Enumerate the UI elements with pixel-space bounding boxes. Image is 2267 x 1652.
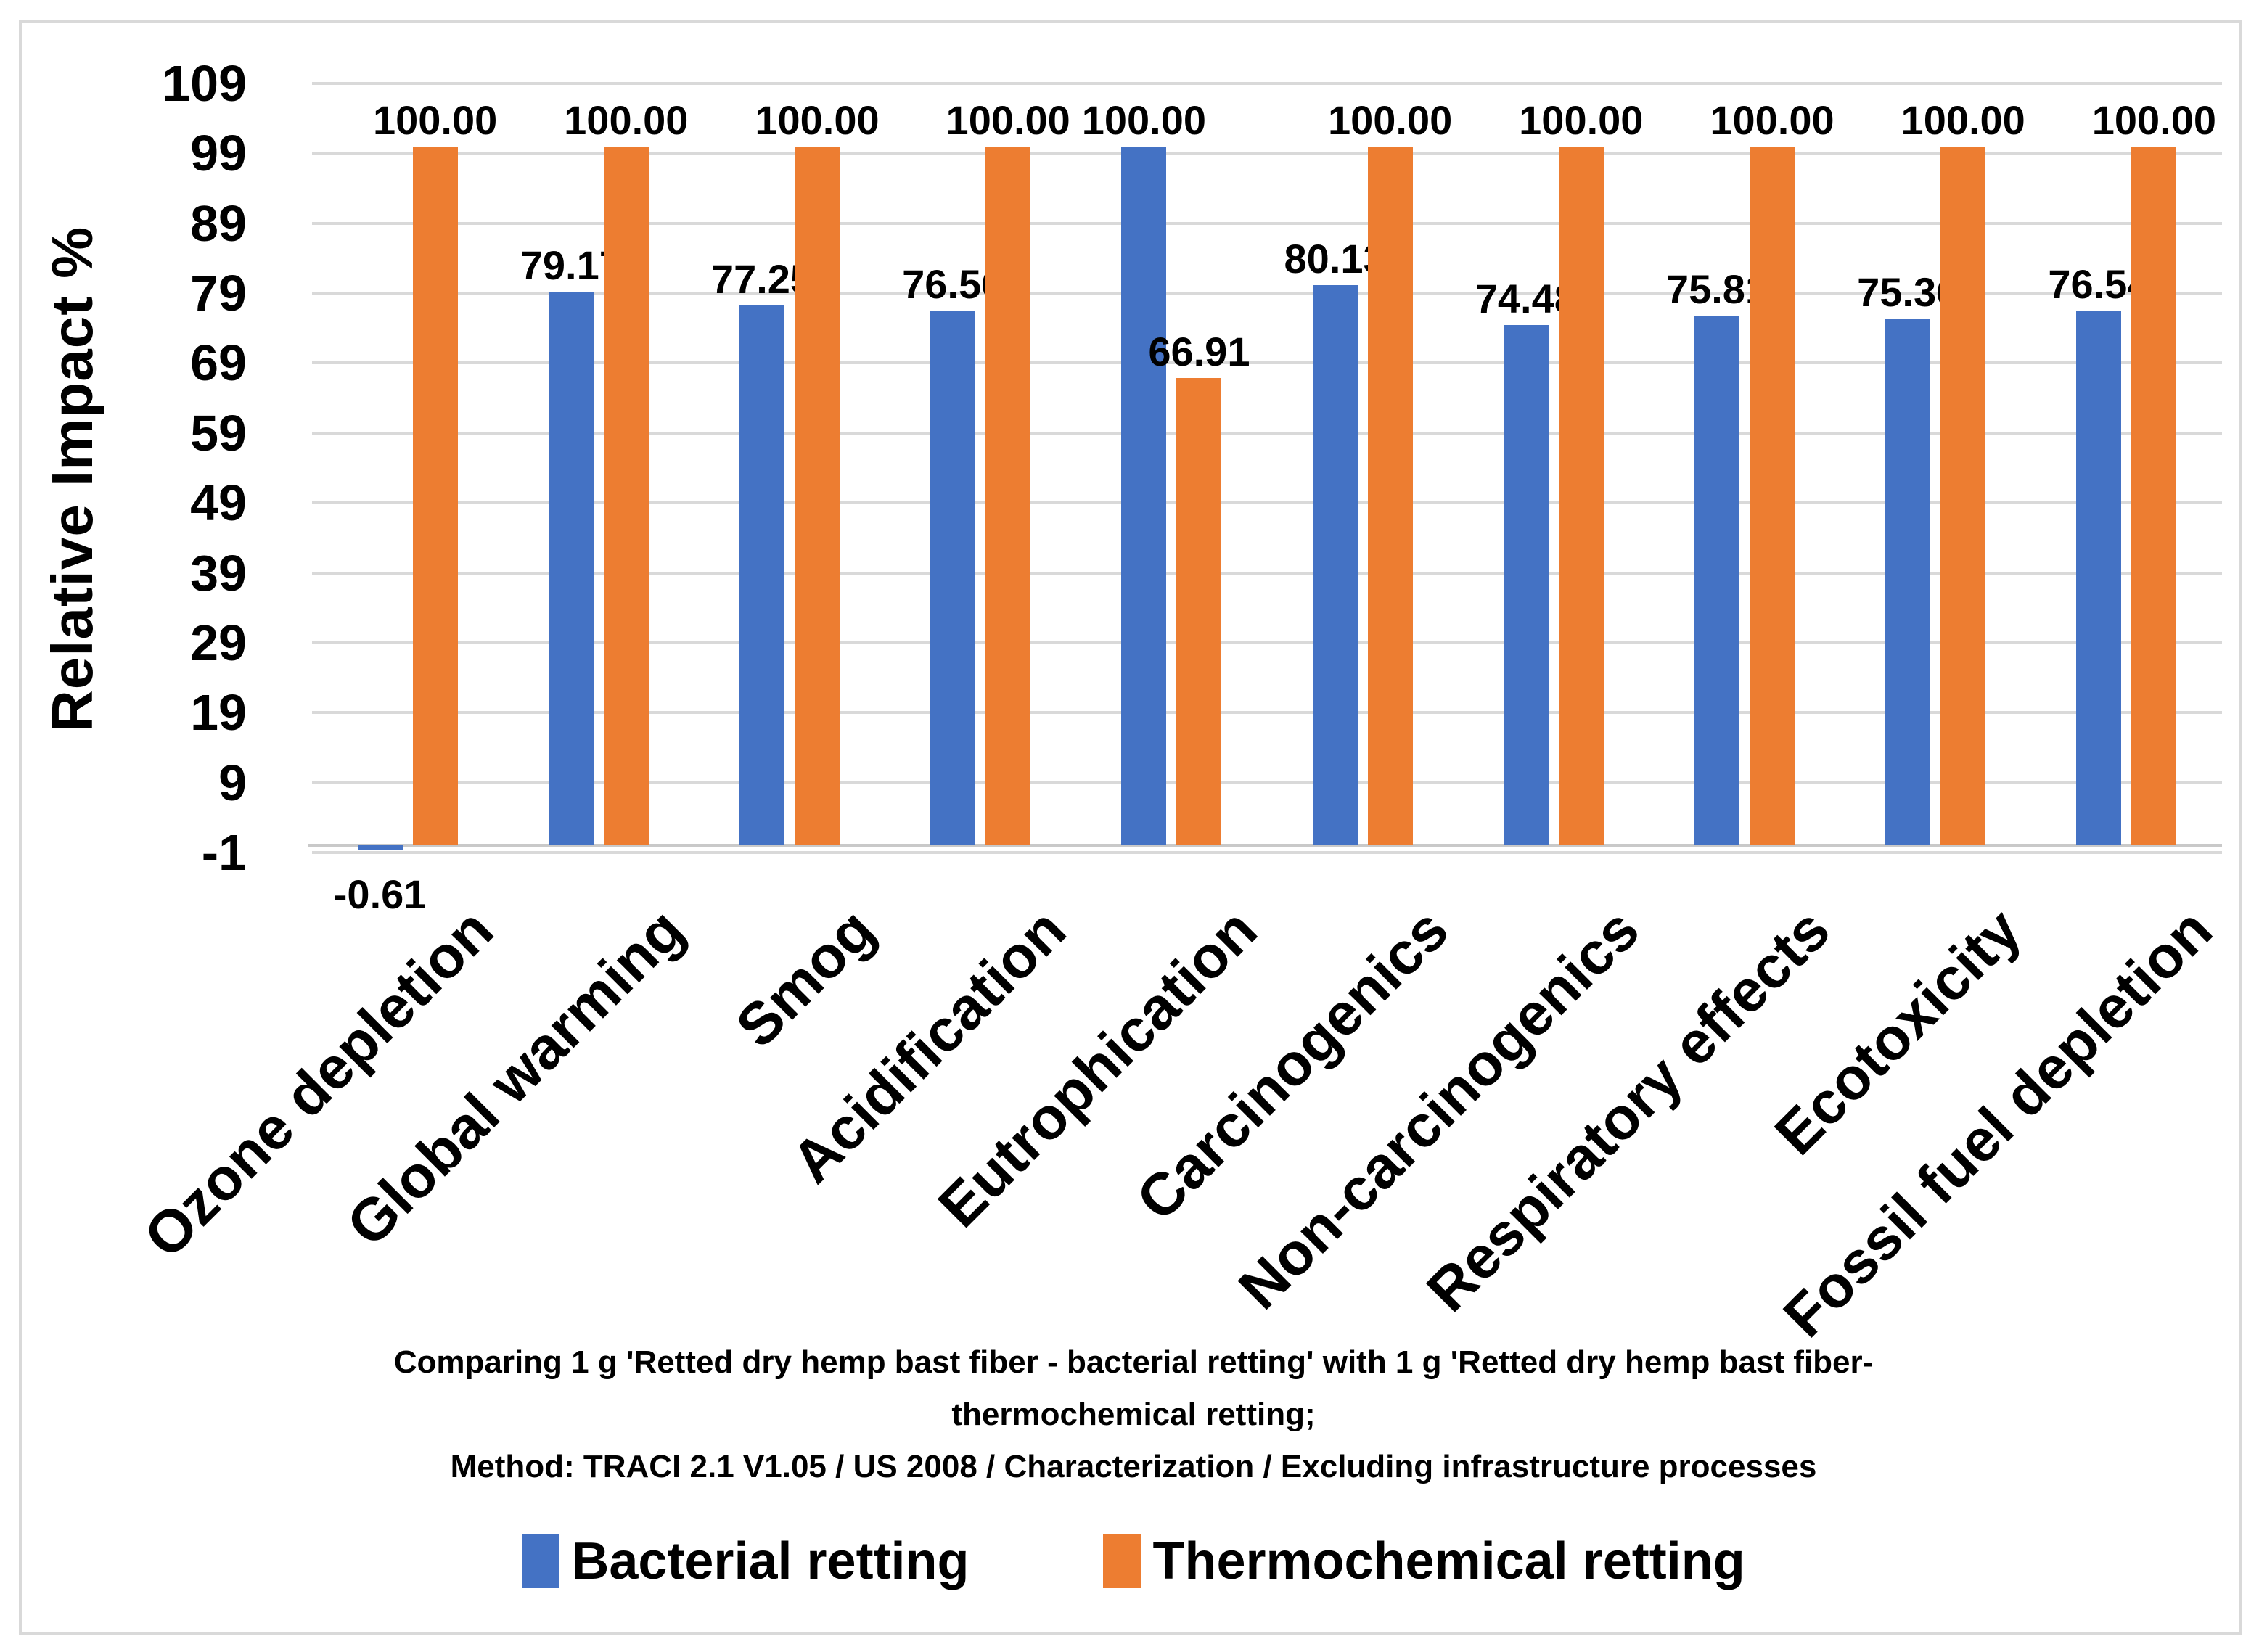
bar-thermochemical-retting-ozone-depletion: [412, 146, 458, 846]
gridline: [312, 711, 2222, 715]
bar-bacterial-retting-eutrophication: [1121, 146, 1167, 846]
gridline: [312, 152, 2222, 155]
bar-thermochemical-retting-non-carcinogenics: [1558, 146, 1604, 846]
gridline: [312, 431, 2222, 435]
legend-item-thermochemical-retting: Thermochemical retting: [1103, 1532, 1745, 1590]
legend-swatch-icon: [522, 1534, 560, 1588]
bar-thermochemical-retting-carcinogenics: [1367, 146, 1413, 846]
legend-swatch-icon: [1103, 1534, 1141, 1588]
bar-bacterial-retting-ozone-depletion: [357, 845, 403, 850]
y-tick-label: 109: [162, 55, 247, 112]
gridline: [312, 781, 2222, 784]
caption-line-2: thermochemical retting;: [951, 1397, 1316, 1432]
data-label: 100.00: [1710, 96, 1834, 143]
legend-item-bacterial-retting: Bacterial retting: [522, 1532, 969, 1590]
data-label: 100.00: [1519, 96, 1644, 143]
y-tick-label: 99: [190, 125, 247, 182]
y-tick-label: 39: [190, 544, 247, 601]
y-tick-label: 69: [190, 334, 247, 392]
bar-bacterial-retting-smog: [739, 305, 784, 846]
y-tick-label: 9: [218, 754, 247, 811]
data-label: 100.00: [946, 96, 1070, 143]
data-label: -0.61: [333, 871, 427, 918]
data-label: 100.00: [564, 96, 689, 143]
y-tick-label: 19: [190, 684, 247, 741]
caption-line-1: Comparing 1 g 'Retted dry hemp bast fibe…: [393, 1344, 1874, 1380]
gridline: [312, 221, 2222, 225]
gridline: [312, 571, 2222, 575]
bar-bacterial-retting-acidification: [930, 310, 976, 846]
legend-label: Bacterial retting: [571, 1532, 969, 1590]
data-label: 100.00: [372, 96, 498, 143]
bar-bacterial-retting-respiratory-effects: [1694, 315, 1739, 846]
y-tick-label: -1: [201, 824, 247, 881]
legend: Bacterial retting Thermochemical retting: [0, 1532, 2267, 1590]
category-axis-line: [308, 844, 2222, 848]
gridline: [312, 292, 2222, 295]
bar-thermochemical-retting-respiratory-effects: [1750, 146, 1795, 846]
bar-thermochemical-retting-acidification: [985, 146, 1031, 846]
data-label: 100.00: [755, 96, 880, 143]
data-label: 100.00: [1901, 96, 2025, 143]
bar-thermochemical-retting-eutrophication: [1176, 377, 1222, 846]
data-label: 100.00: [1327, 96, 1453, 143]
data-label: 100.00: [1081, 96, 1207, 143]
gridline: [312, 82, 2222, 85]
bar-thermochemical-retting-ecotoxicity: [1940, 146, 1986, 846]
bar-thermochemical-retting-global-warming: [603, 146, 649, 846]
y-tick-label: 59: [190, 404, 247, 461]
y-tick-label: 79: [190, 265, 247, 322]
bar-bacterial-retting-non-carcinogenics: [1503, 324, 1549, 846]
y-tick-label: 29: [190, 614, 247, 671]
chart-caption: Comparing 1 g 'Retted dry hemp bast fibe…: [190, 1336, 2077, 1493]
bar-thermochemical-retting-smog: [795, 146, 840, 846]
data-label: 100.00: [2091, 96, 2217, 143]
y-tick-label: 49: [190, 474, 247, 532]
gridline: [312, 641, 2222, 644]
gridline: [312, 851, 2222, 854]
gridline: [312, 361, 2222, 365]
bar-bacterial-retting-ecotoxicity: [1885, 319, 1931, 846]
y-tick-label: 89: [190, 194, 247, 252]
legend-label: Thermochemical retting: [1152, 1532, 1745, 1590]
data-label: 66.91: [1148, 328, 1250, 374]
gridline: [312, 501, 2222, 505]
bar-bacterial-retting-fossil-fuel-depletion: [2076, 310, 2122, 846]
bar-thermochemical-retting-fossil-fuel-depletion: [2131, 146, 2177, 846]
caption-line-3: Method: TRACI 2.1 V1.05 / US 2008 / Char…: [450, 1449, 1817, 1484]
bar-bacterial-retting-global-warming: [548, 292, 594, 846]
bar-bacterial-retting-carcinogenics: [1312, 285, 1358, 846]
